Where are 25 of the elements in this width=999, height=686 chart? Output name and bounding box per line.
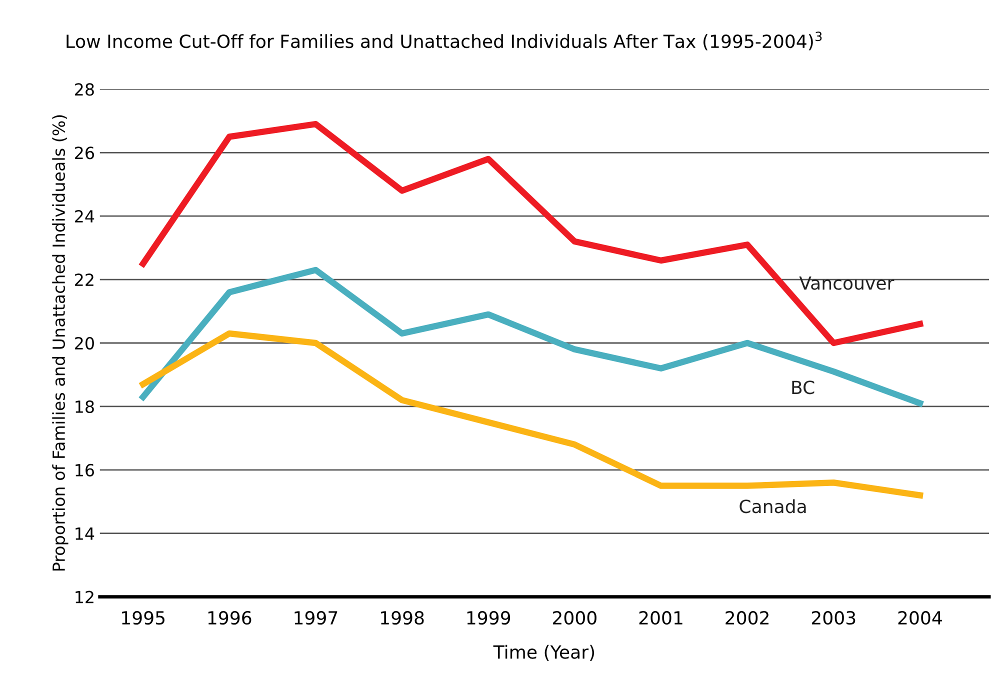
series-label: Canada [740, 499, 806, 514]
y-axis-title: Proportion of Families and Unattached Individueals (%) [52, 115, 68, 571]
series-label: Vancouver [799, 276, 894, 290]
x-tick-label: 2001 [639, 611, 682, 625]
y-tick-label: 20 [75, 336, 94, 350]
y-tick-label: 26 [75, 146, 94, 160]
x-tick-label: 1998 [381, 611, 424, 625]
x-axis-title: Time (Year) [493, 644, 594, 661]
x-tick-label: 2002 [726, 611, 768, 625]
y-tick-label: 22 [75, 274, 94, 286]
y-tick-label: 12 [76, 590, 94, 604]
y-tick-label: 16 [76, 464, 94, 476]
x-tick-label: 1995 [122, 611, 164, 625]
x-tick-label: 1997 [294, 611, 338, 625]
x-tick-label: 1996 [208, 611, 252, 625]
x-tick-label: 2000 [553, 611, 596, 625]
x-tick-label: 2004 [898, 611, 942, 625]
chart-title: Low Income Cut-Off for Families and Unattached Individuals After Tax (1995-2004)$^{3}$ [66, 32, 822, 50]
x-tick-label: 2003 [812, 611, 856, 625]
y-tick-label: 18 [76, 400, 94, 414]
x-tick-label: 1999 [467, 611, 510, 625]
series-label: BC [792, 380, 814, 394]
y-tick-label: 14 [76, 528, 94, 540]
y-tick-label: 24 [75, 210, 94, 222]
y-tick-label: 28 [75, 83, 94, 96]
